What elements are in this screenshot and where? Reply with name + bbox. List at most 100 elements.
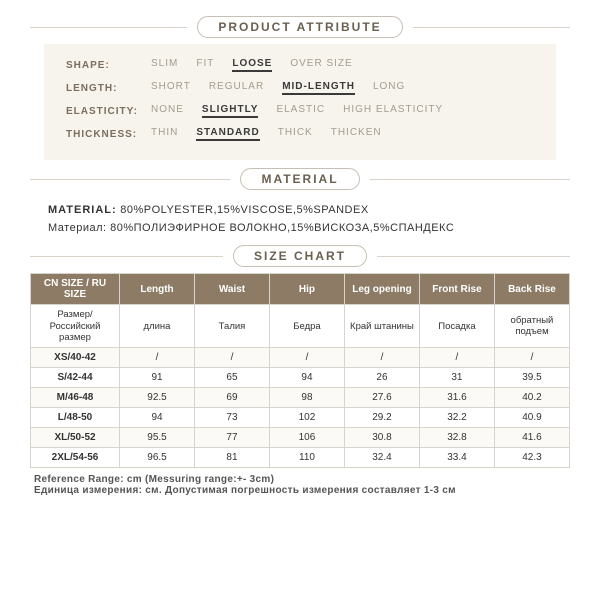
attribute-row: ELASTICITY:NONESLIGHTLYELASTICHIGH ELAST…: [66, 104, 534, 118]
divider: [30, 27, 187, 28]
material-text: MATERIAL: 80%POLYESTER,15%VISCOSE,5%SPAN…: [30, 196, 570, 239]
value-cell: 27.6: [344, 388, 419, 408]
value-cell: 39.5: [494, 368, 569, 388]
value-cell: 92.5: [120, 388, 195, 408]
table-header-cell: Length: [120, 274, 195, 305]
pill-material: MATERIAL: [240, 168, 359, 190]
table-row: L/48-50947310229.232.240.9: [31, 408, 570, 428]
divider: [377, 256, 570, 257]
size-cell: S/42-44: [31, 368, 120, 388]
value-cell: 81: [195, 448, 270, 468]
attribute-option: THIN: [151, 127, 178, 141]
table-row: M/46-4892.5699827.631.640.2: [31, 388, 570, 408]
attribute-option: REGULAR: [209, 81, 264, 95]
value-cell: 29.2: [344, 408, 419, 428]
size-cell: XL/50-52: [31, 428, 120, 448]
value-cell: 95.5: [120, 428, 195, 448]
table-subheader-cell: длина: [120, 305, 195, 348]
divider: [413, 27, 570, 28]
value-cell: 40.9: [494, 408, 569, 428]
divider: [30, 179, 230, 180]
size-cell: XS/40-42: [31, 348, 120, 368]
value-cell: 42.3: [494, 448, 569, 468]
pill-size: SIZE CHART: [233, 245, 367, 267]
value-cell: 94: [120, 408, 195, 428]
divider: [30, 256, 223, 257]
value-cell: 102: [269, 408, 344, 428]
attribute-option: LONG: [373, 81, 405, 95]
section-header-attribute: PRODUCT ATTRIBUTE: [30, 16, 570, 38]
table-header-cell: Leg opening: [344, 274, 419, 305]
value-cell: /: [344, 348, 419, 368]
attribute-label: ELASTICITY:: [66, 106, 151, 117]
section-header-material: MATERIAL: [30, 168, 570, 190]
material-label-ru: Материал:: [48, 222, 107, 234]
reference-en: Reference Range: cm (Messuring range:+- …: [34, 474, 274, 485]
table-header-cell: CN SIZE / RU SIZE: [31, 274, 120, 305]
value-cell: /: [419, 348, 494, 368]
material-value-en: 80%POLYESTER,15%VISCOSE,5%SPANDEX: [120, 204, 368, 216]
value-cell: /: [120, 348, 195, 368]
value-cell: 77: [195, 428, 270, 448]
table-subheader-cell: Край штанины: [344, 305, 419, 348]
size-cell: M/46-48: [31, 388, 120, 408]
reference-ru: Единица измерения: см. Допустимая погреш…: [34, 485, 456, 496]
size-cell: 2XL/54-56: [31, 448, 120, 468]
value-cell: 30.8: [344, 428, 419, 448]
size-chart-table: CN SIZE / RU SIZELengthWaistHipLeg openi…: [30, 273, 570, 468]
pill-attribute: PRODUCT ATTRIBUTE: [197, 16, 402, 38]
attribute-option: MID-LENGTH: [282, 81, 355, 95]
table-subheader-cell: Размер/Российский размер: [31, 305, 120, 348]
attribute-option: LOOSE: [232, 58, 272, 72]
value-cell: 98: [269, 388, 344, 408]
table-subheader-cell: Посадка: [419, 305, 494, 348]
value-cell: 41.6: [494, 428, 569, 448]
attribute-options: SLIMFITLOOSEOVER SIZE: [151, 58, 353, 72]
value-cell: 91: [120, 368, 195, 388]
table-subheader-cell: Талия: [195, 305, 270, 348]
value-cell: 73: [195, 408, 270, 428]
reference-range: Reference Range: cm (Messuring range:+- …: [30, 468, 570, 496]
material-value-ru: 80%ПОЛИЭФИРНОЕ ВОЛОКНО,15%ВИСКОЗА,5%СПАН…: [110, 222, 454, 234]
value-cell: 31.6: [419, 388, 494, 408]
attribute-row: THICKNESS:THIN STANDARD THICK THICKEN: [66, 127, 534, 141]
value-cell: 106: [269, 428, 344, 448]
value-cell: 32.8: [419, 428, 494, 448]
attribute-option: STANDARD: [196, 127, 259, 141]
attribute-option: HIGH ELASTICITY: [343, 104, 443, 118]
value-cell: 96.5: [120, 448, 195, 468]
value-cell: /: [269, 348, 344, 368]
value-cell: 32.2: [419, 408, 494, 428]
value-cell: 94: [269, 368, 344, 388]
table-subheader-cell: обратный подъем: [494, 305, 569, 348]
table-row: XS/40-42//////: [31, 348, 570, 368]
attribute-option: SLIGHTLY: [202, 104, 259, 118]
table-header-cell: Waist: [195, 274, 270, 305]
section-header-size: SIZE CHART: [30, 245, 570, 267]
value-cell: /: [494, 348, 569, 368]
table-header-row: CN SIZE / RU SIZELengthWaistHipLeg openi…: [31, 274, 570, 305]
attribute-option: THICK: [278, 127, 313, 141]
attribute-options: THIN STANDARD THICK THICKEN: [151, 127, 382, 141]
value-cell: 65: [195, 368, 270, 388]
value-cell: 31: [419, 368, 494, 388]
attribute-option: THICKEN: [331, 127, 382, 141]
attribute-label: THICKNESS:: [66, 129, 151, 140]
value-cell: 40.2: [494, 388, 569, 408]
attribute-option: NONE: [151, 104, 184, 118]
attributes-panel: SHAPE:SLIMFITLOOSEOVER SIZELENGTH:SHORTR…: [44, 44, 556, 160]
value-cell: 33.4: [419, 448, 494, 468]
size-cell: L/48-50: [31, 408, 120, 428]
table-row: 2XL/54-5696.58111032.433.442.3: [31, 448, 570, 468]
table-header-cell: Back Rise: [494, 274, 569, 305]
attribute-option: OVER SIZE: [290, 58, 352, 72]
table-header-cell: Hip: [269, 274, 344, 305]
attribute-option: SHORT: [151, 81, 191, 95]
attribute-row: LENGTH:SHORTREGULARMID-LENGTHLONG: [66, 81, 534, 95]
attribute-option: FIT: [196, 58, 214, 72]
table-subheader-cell: Бедра: [269, 305, 344, 348]
table-body: Размер/Российский размердлинаТалияБедраК…: [31, 305, 570, 468]
attribute-options: SHORT REGULAR MID-LENGTH LONG: [151, 81, 405, 95]
value-cell: 110: [269, 448, 344, 468]
value-cell: 26: [344, 368, 419, 388]
